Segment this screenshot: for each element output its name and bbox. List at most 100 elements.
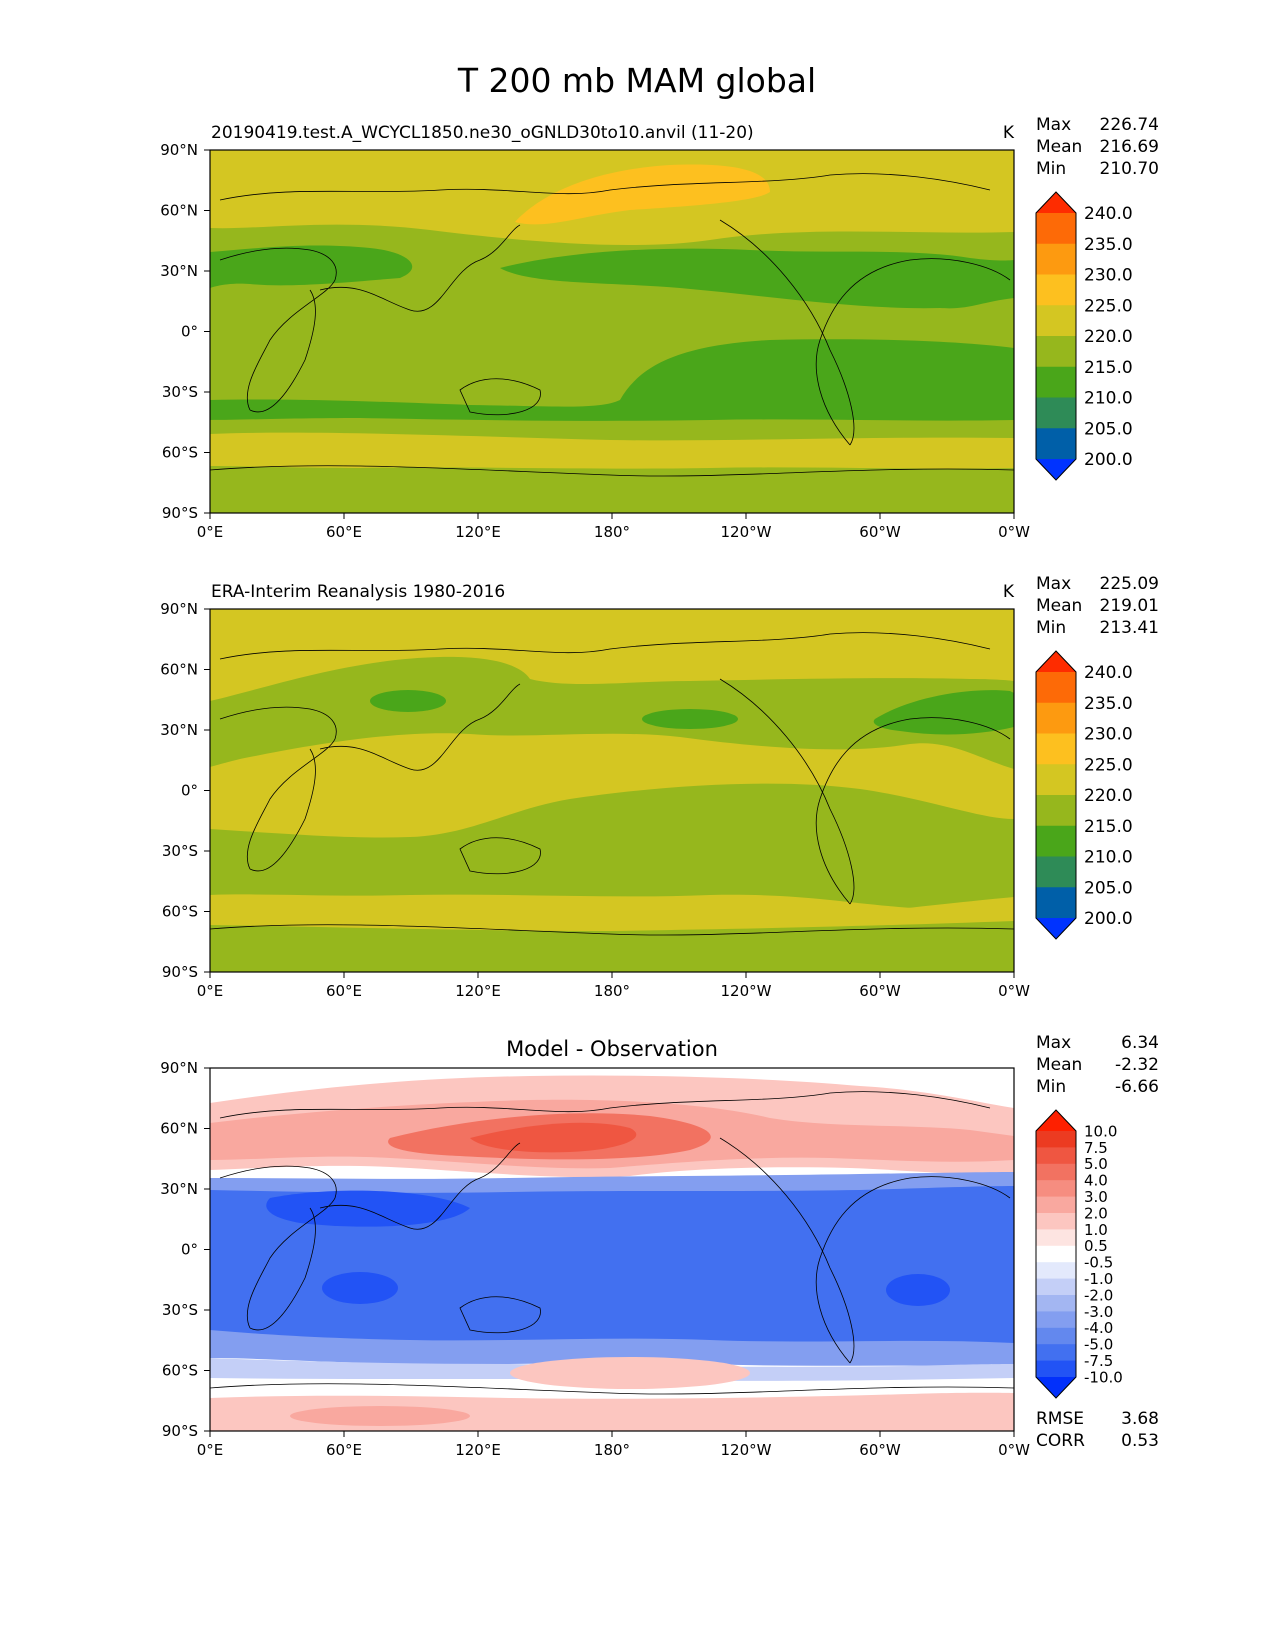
stat-mean-label: Mean — [1036, 137, 1082, 157]
colorbar-segment — [1036, 856, 1076, 888]
x-tick-label: 0°E — [197, 982, 224, 1000]
y-tick-label: 90°N — [160, 1059, 198, 1077]
colorbar-segment — [1036, 428, 1076, 460]
field-jet-atl — [873, 690, 1014, 735]
x-tick-label: 0°E — [197, 523, 224, 541]
field-jet-asia — [370, 690, 446, 712]
x-tick-label: 120°W — [721, 523, 772, 541]
y-tick-label: 90°S — [162, 1422, 198, 1440]
stat-mean-value: -2.32 — [1115, 1055, 1159, 1075]
x-tick-label: 120°E — [455, 982, 501, 1000]
field-jet-s — [210, 339, 1014, 421]
stat-max-label: Max — [1036, 115, 1071, 135]
x-tick-label: 180° — [594, 1441, 630, 1459]
field-jet-n-east — [500, 248, 1014, 309]
stat-mean-label: Mean — [1036, 596, 1082, 616]
colorbar-label: -3.0 — [1084, 1303, 1113, 1321]
colorbar-label: 220.0 — [1084, 327, 1133, 347]
field-warm-antarctic-2 — [290, 1406, 470, 1426]
stats-block: Max 225.09 Mean 219.01 Min 213.41 — [1036, 574, 1159, 638]
colorbar-segment — [1036, 213, 1076, 245]
colorbar-label: -4.0 — [1084, 1319, 1113, 1337]
colorbar-outline — [1035, 650, 1077, 940]
corr-label: CORR — [1036, 1431, 1085, 1451]
colorbar-segment — [1036, 887, 1076, 919]
stat-max-value: 226.74 — [1100, 115, 1159, 135]
x-tick-label: 120°W — [721, 1441, 772, 1459]
colorbar-segment — [1036, 366, 1076, 398]
colorbar-label: 240.0 — [1084, 204, 1133, 224]
colorbar-segment — [1036, 1196, 1076, 1214]
colorbar-segment — [1036, 1311, 1076, 1329]
colorbar-segment — [1036, 243, 1076, 275]
stat-min-value: 213.41 — [1100, 618, 1159, 638]
stat-mean-value: 216.69 — [1100, 137, 1159, 157]
colorbar-label: 205.0 — [1084, 419, 1133, 439]
y-tick-label: 60°N — [160, 1120, 198, 1138]
panel-reference: ERA-Interim Reanalysis 1980-2016 K — [160, 574, 1159, 1000]
colorbar-segment — [1036, 397, 1076, 429]
map-field — [210, 150, 1014, 513]
colorbar-segment — [1036, 1262, 1076, 1280]
x-tick-label: 60°E — [326, 1441, 362, 1459]
panel-units: K — [1003, 123, 1015, 143]
y-tick-label: 60°S — [162, 1362, 198, 1380]
x-axis: 0°E 60°E 120°E 180° 120°W 60°W 0°W — [197, 972, 1030, 1000]
colorbar-label: -5.0 — [1084, 1336, 1113, 1354]
stat-min-label: Min — [1036, 618, 1066, 638]
y-tick-label: 60°S — [162, 444, 198, 462]
colorbar-label: 0.5 — [1084, 1237, 1108, 1255]
y-tick-label: 30°S — [162, 842, 198, 860]
field-warm-n-4 — [470, 1122, 637, 1153]
stat-mean-label: Mean — [1036, 1055, 1082, 1075]
y-axis: 90°N 60°N 30°N 0° 30°S 60°S 90°S — [160, 141, 210, 522]
colorbar-label: 2.0 — [1084, 1204, 1108, 1222]
colorbar-label: 235.0 — [1084, 235, 1133, 255]
stat-max-label: Max — [1036, 574, 1071, 594]
colorbar-segment — [1036, 1360, 1076, 1378]
figure-title: T 200 mb MAM global — [457, 61, 816, 100]
colorbar-segment — [1036, 274, 1076, 306]
colorbar-label: -2.0 — [1084, 1286, 1113, 1304]
colorbar-label: -0.5 — [1084, 1254, 1113, 1272]
colorbar-extend-max — [1036, 1110, 1076, 1131]
x-tick-label: 0°W — [998, 1441, 1030, 1459]
stat-max-value: 6.34 — [1121, 1033, 1159, 1053]
colorbar-label: -7.5 — [1084, 1352, 1113, 1370]
colorbar-label: 7.5 — [1084, 1139, 1108, 1157]
colorbar-extend-min — [1036, 918, 1076, 939]
field-cold-asia — [266, 1190, 470, 1227]
rmse-value: 3.68 — [1121, 1409, 1159, 1429]
panel-left-title: ERA-Interim Reanalysis 1980-2016 — [211, 582, 505, 602]
colorbar-segment — [1036, 1327, 1076, 1345]
colorbar-label: 235.0 — [1084, 694, 1133, 714]
colorbar-label: 1.0 — [1084, 1221, 1108, 1239]
panel-left-title: 20190419.test.A_WCYCL1850.ne30_oGNLD30to… — [211, 123, 754, 143]
field-band-n-mid — [210, 656, 1014, 769]
x-tick-label: 120°E — [455, 1441, 501, 1459]
colorbar-segment — [1036, 672, 1076, 704]
field-cold-indian — [322, 1272, 398, 1304]
stat-min-value: 210.70 — [1100, 159, 1159, 179]
colorbar-segment — [1036, 1147, 1076, 1165]
stat-min-label: Min — [1036, 159, 1066, 179]
x-tick-label: 120°E — [455, 523, 501, 541]
colorbar-segment — [1036, 795, 1076, 827]
colorbar-label: 3.0 — [1084, 1188, 1108, 1206]
stats-block: Max 226.74 Mean 216.69 Min 210.70 — [1036, 115, 1159, 179]
colorbar-segment — [1036, 1278, 1076, 1296]
y-tick-label: 0° — [181, 1241, 198, 1259]
x-tick-label: 0°E — [197, 1441, 224, 1459]
colorbar-segment — [1036, 1213, 1076, 1230]
coastlines — [210, 1091, 1014, 1395]
y-tick-label: 90°S — [162, 963, 198, 981]
corr-value: 0.53 — [1121, 1431, 1159, 1451]
colorbar-label: -1.0 — [1084, 1270, 1113, 1288]
colorbar-label: 210.0 — [1084, 389, 1133, 409]
y-tick-label: 90°N — [160, 600, 198, 618]
y-tick-label: 0° — [181, 782, 198, 800]
colorbar-extend-min — [1036, 459, 1076, 480]
colorbar-label: 230.0 — [1084, 725, 1133, 745]
y-tick-label: 30°N — [160, 1180, 198, 1198]
